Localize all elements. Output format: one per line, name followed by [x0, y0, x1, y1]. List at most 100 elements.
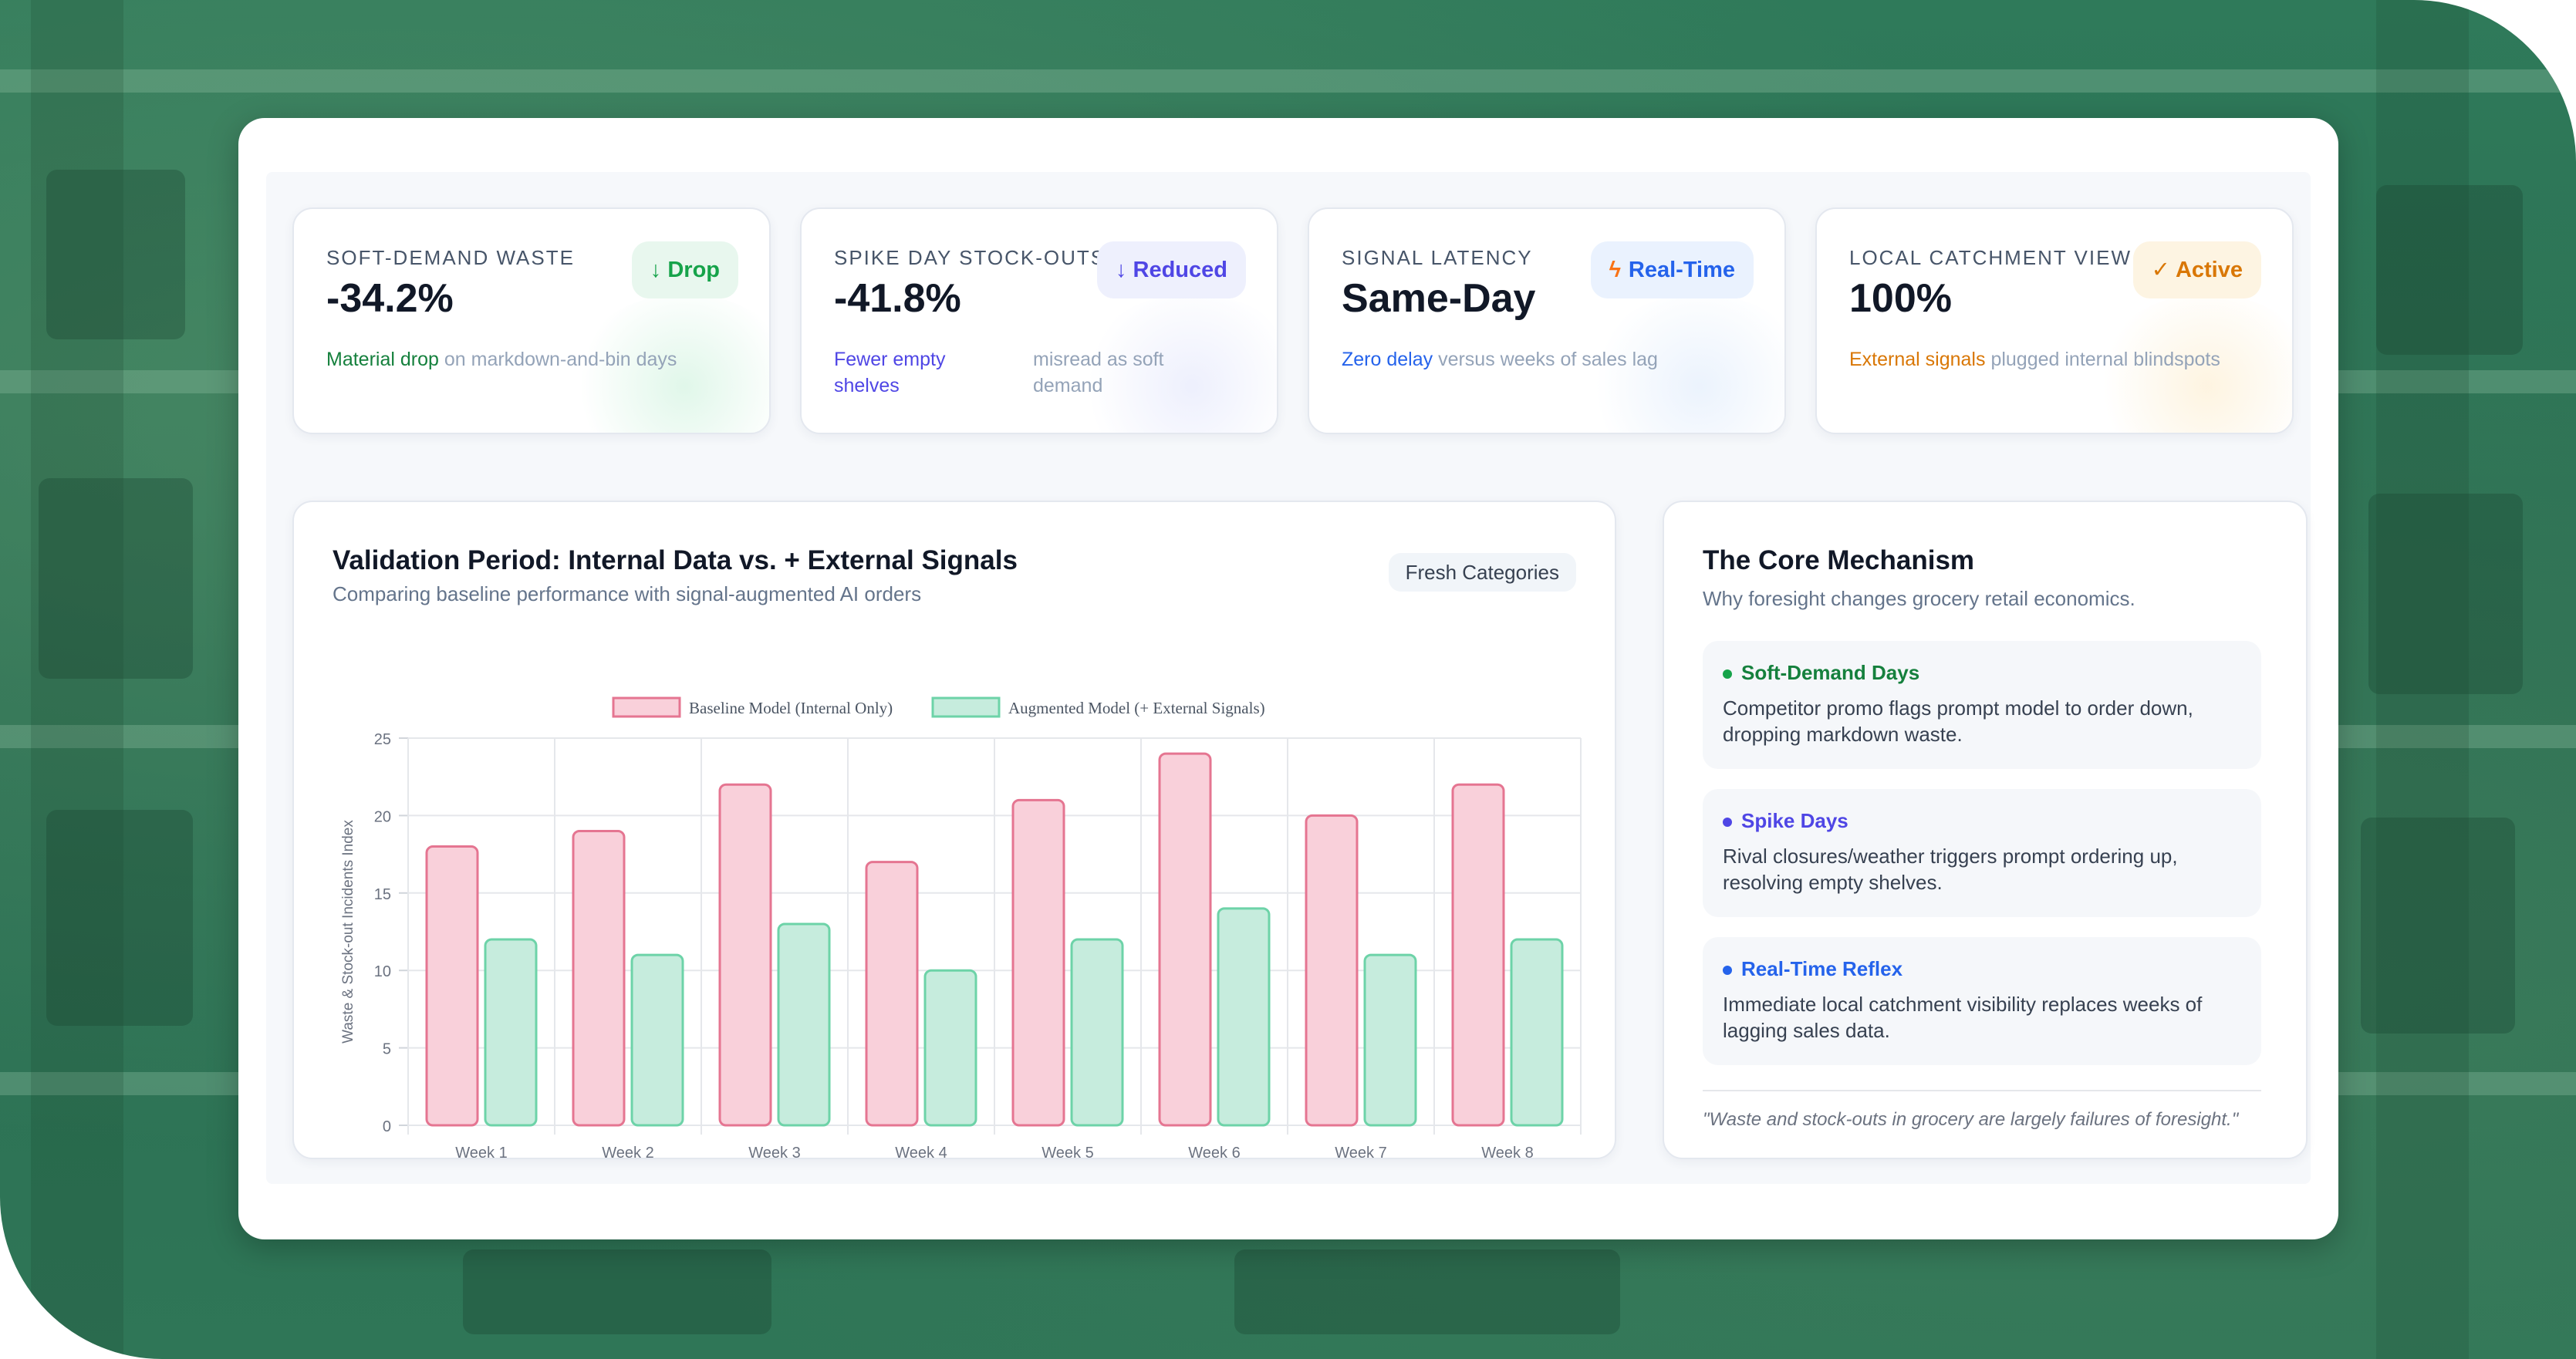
augmented-bar — [630, 953, 684, 1127]
x-tick-label: Week 1 — [455, 1145, 507, 1158]
y-tick-label: 25 — [374, 731, 391, 748]
kpi-note-highlight: Fewer empty shelves — [834, 349, 946, 396]
kpi-note-highlight: External signals — [1849, 349, 1986, 370]
mechanism-item-spike-days: Spike Days Rival closures/weather trigge… — [1703, 789, 2261, 917]
y-tick-label: 0 — [383, 1118, 391, 1135]
product-decor — [2361, 818, 2515, 1034]
kpi-label: SIGNAL LATENCY — [1342, 246, 1533, 269]
product-decor — [39, 478, 193, 679]
kpi-note-highlight: Zero delay — [1342, 349, 1433, 370]
augmented-bar — [1510, 938, 1564, 1127]
kpi-value: Same-Day — [1342, 276, 1536, 321]
product-decor — [46, 170, 185, 339]
kpi-note: Material drop on markdown-and-bin days — [326, 346, 677, 373]
blue-dot-icon — [1723, 966, 1732, 976]
product-decor — [1234, 1249, 1620, 1334]
baseline-bar — [1158, 752, 1212, 1127]
kpi-note-text: plugged internal blindspots — [1990, 349, 2220, 370]
mechanism-item-body: Immediate local catchment visibility rep… — [1723, 993, 2203, 1042]
kpi-label: SPIKE DAY STOCK-OUTS — [834, 246, 1106, 269]
baseline-bar — [1451, 783, 1505, 1127]
kpi-note-text: versus weeks of sales lag — [1438, 349, 1658, 370]
augmented-bar — [1070, 938, 1124, 1127]
x-tick-label: Week 8 — [1481, 1145, 1533, 1158]
kpi-badge-real-time: ϟ Real-Time — [1590, 241, 1754, 298]
x-tick-label: Week 4 — [895, 1145, 947, 1158]
kpi-card-local-catchment-view: LOCAL CATCHMENT VIEW 100% ✓ Active Exter… — [1815, 207, 2294, 434]
legend-swatch-augmented — [931, 696, 1001, 718]
fresh-categories-filter-chip[interactable]: Fresh Categories — [1388, 553, 1576, 592]
kpi-value: -34.2% — [326, 276, 454, 321]
baseline-bar — [718, 783, 772, 1127]
mechanism-item-real-time-reflex: Real-Time Reflex Immediate local catchme… — [1703, 937, 2261, 1065]
mechanism-item-title-text: Soft-Demand Days — [1741, 661, 1920, 684]
legend-swatch-baseline — [612, 696, 681, 718]
augmented-bar — [1363, 953, 1417, 1127]
baseline-bar — [1011, 798, 1065, 1127]
mechanism-item-body: Rival closures/weather triggers prompt o… — [1723, 845, 2178, 894]
shelf-decor — [0, 69, 2576, 93]
kpi-badge-active: ✓ Active — [2132, 241, 2261, 298]
kpi-note-highlight: Material drop — [326, 349, 439, 370]
dashboard-content: SOFT-DEMAND WASTE -34.2% ↓ Drop Material… — [266, 172, 2311, 1184]
x-tick-label: Week 3 — [748, 1145, 800, 1158]
y-tick-label: 10 — [374, 963, 391, 980]
y-tick-label: 20 — [374, 808, 391, 825]
augmented-bar — [1217, 907, 1271, 1127]
baseline-bar — [865, 861, 919, 1127]
mechanism-item-title: Spike Days — [1723, 809, 1848, 833]
mechanism-title: The Core Mechanism — [1703, 545, 1975, 575]
x-tick-label: Week 5 — [1042, 1145, 1093, 1158]
shelf-post-decor — [2376, 0, 2469, 1359]
mechanism-item-title-text: Real-Time Reflex — [1741, 957, 1903, 980]
mechanism-item-title-text: Spike Days — [1741, 809, 1848, 832]
kpi-badge-label: Real-Time — [1628, 258, 1735, 282]
chart-title: Validation Period: Internal Data vs. + E… — [333, 545, 1018, 575]
product-decor — [2376, 185, 2523, 355]
chart-subtitle: Comparing baseline performance with sign… — [333, 582, 922, 605]
mechanism-item-soft-demand-days: Soft-Demand Days Competitor promo flags … — [1703, 641, 2261, 769]
baseline-bar — [425, 845, 479, 1127]
chart-card: 0 5 10 15 20 25 Week 1 Week 2 Week 3 Week 4 Week 5… — [292, 501, 1616, 1159]
dashboard-panel: SOFT-DEMAND WASTE -34.2% ↓ Drop Material… — [238, 118, 2338, 1239]
kpi-badge-reduced: ↓ Reduced — [1096, 241, 1246, 298]
augmented-bar — [777, 922, 831, 1127]
lightning-icon: ϟ — [1609, 258, 1621, 282]
kpi-note: External signals plugged internal blinds… — [1849, 346, 2220, 373]
kpi-note-text: misread as soft demand — [1033, 349, 1164, 396]
y-axis-title: Waste & Stock-out Incidents Index — [340, 820, 356, 1044]
legend-label-baseline: Baseline Model (Internal Only) — [689, 699, 893, 717]
kpi-card-spike-day-stockouts: SPIKE DAY STOCK-OUTS -41.8% ↓ Reduced Fe… — [800, 207, 1278, 434]
x-tick-label: Week 2 — [602, 1145, 653, 1158]
kpi-badge-drop: ↓ Drop — [631, 241, 738, 298]
bar-chart: 0 5 10 15 20 25 Week 1 Week 2 Week 3 Week 4 Week 5… — [340, 696, 1582, 1158]
mechanism-subtitle: Why foresight changes grocery retail eco… — [1703, 587, 2135, 610]
core-mechanism-card: The Core Mechanism Why foresight changes… — [1663, 501, 2308, 1159]
mechanism-quote: "Waste and stock-outs in grocery are lar… — [1703, 1109, 2239, 1130]
kpi-card-soft-demand-waste: SOFT-DEMAND WASTE -34.2% ↓ Drop Material… — [292, 207, 771, 434]
kpi-label: SOFT-DEMAND WASTE — [326, 246, 575, 269]
x-tick-label: Week 7 — [1335, 1145, 1386, 1158]
mechanism-item-title: Real-Time Reflex — [1723, 957, 1902, 981]
kpi-label: LOCAL CATCHMENT VIEW — [1849, 246, 2132, 269]
shelf-post-decor — [31, 0, 123, 1359]
divider — [1703, 1090, 2261, 1091]
mechanism-item-title: Soft-Demand Days — [1723, 661, 1919, 685]
kpi-note: Zero delay versus weeks of sales lag — [1342, 346, 1658, 373]
augmented-bar — [923, 969, 977, 1127]
baseline-bar — [572, 829, 626, 1127]
kpi-value: 100% — [1849, 276, 1952, 321]
product-decor — [2368, 494, 2523, 694]
mechanism-item-body: Competitor promo flags prompt model to o… — [1723, 696, 2193, 746]
legend-label-augmented: Augmented Model (+ External Signals) — [1008, 699, 1265, 717]
augmented-bar — [484, 938, 538, 1127]
kpi-note-text: on markdown-and-bin days — [444, 349, 677, 370]
product-decor — [46, 810, 193, 1026]
kpi-card-signal-latency: SIGNAL LATENCY Same-Day ϟ Real-Time Zero … — [1308, 207, 1786, 434]
product-decor — [463, 1249, 771, 1334]
kpi-value: -41.8% — [834, 276, 961, 321]
green-dot-icon — [1723, 669, 1732, 680]
x-tick-label: Week 6 — [1188, 1145, 1240, 1158]
y-tick-label: 5 — [383, 1041, 391, 1058]
baseline-bar — [1305, 814, 1359, 1127]
